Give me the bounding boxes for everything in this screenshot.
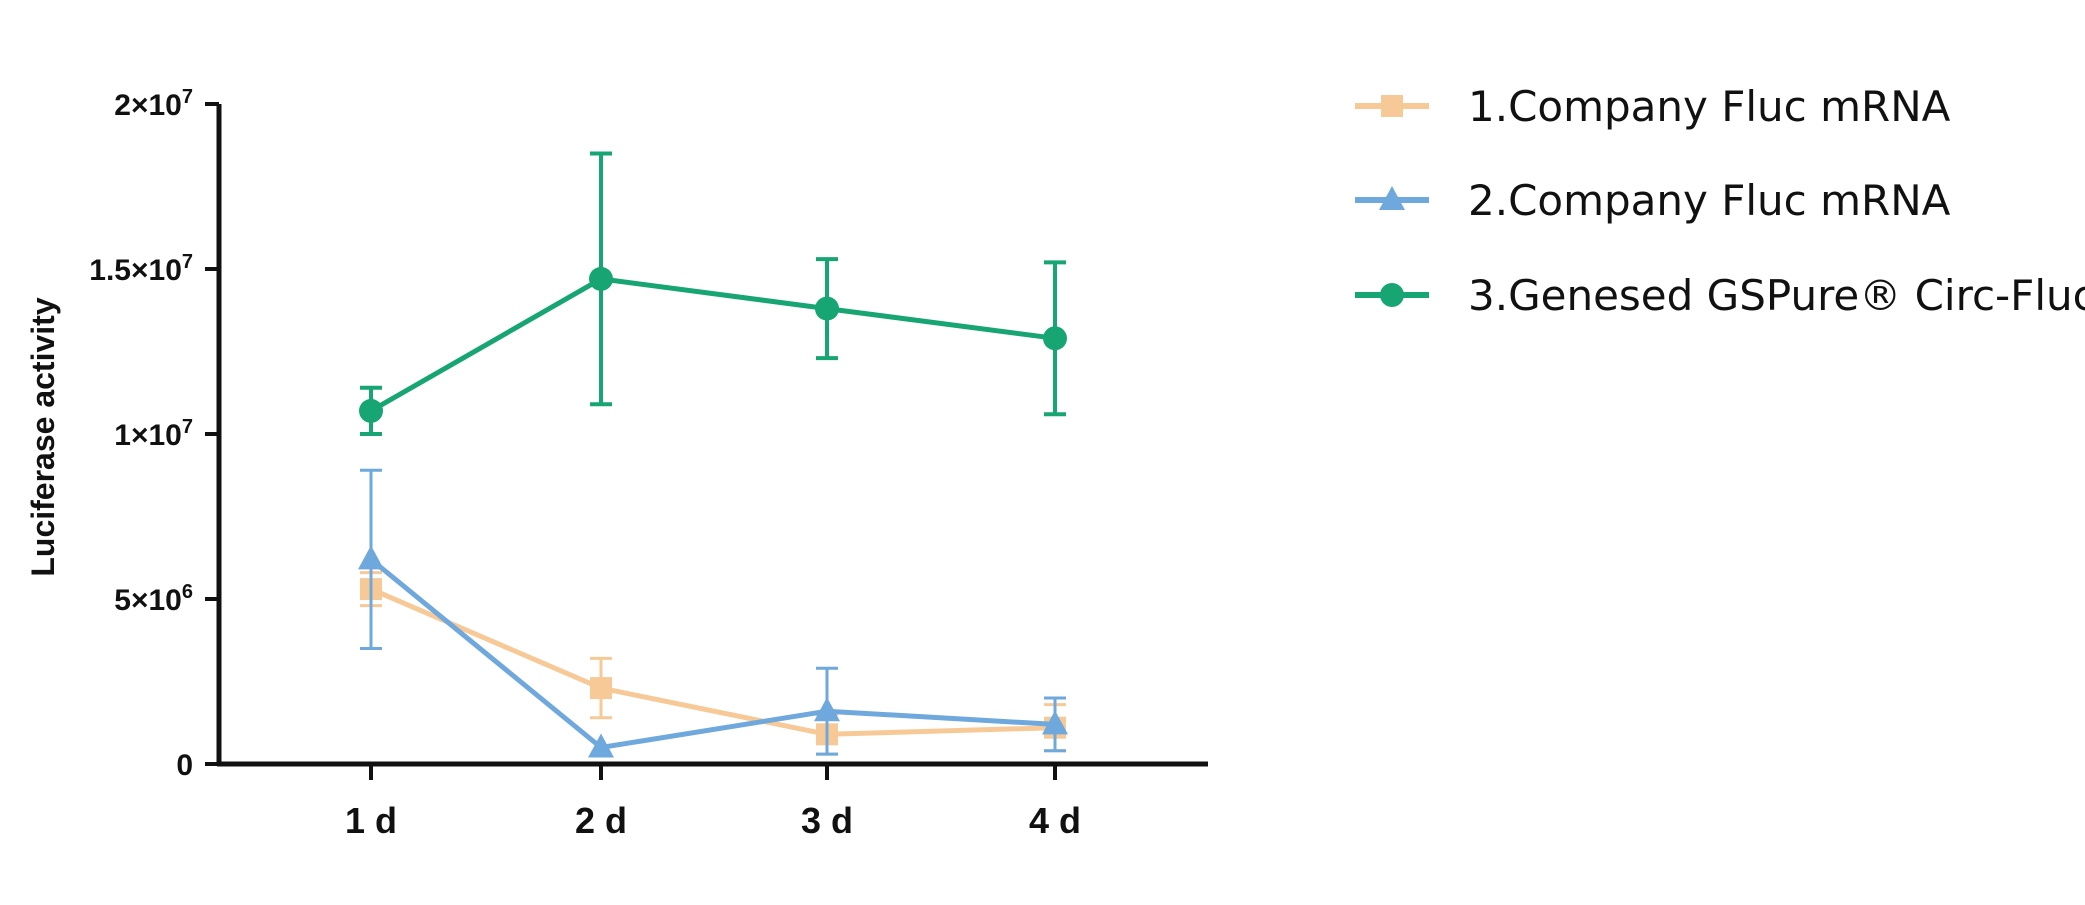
y-tick-mantissa: 2×10 [114, 89, 182, 122]
x-tick-label: 1 d [345, 800, 397, 841]
y-tick-label: 2×107 [114, 86, 193, 122]
data-point [359, 398, 383, 423]
x-tick-label: 4 d [1029, 800, 1081, 841]
y-tick-label: 1.5×107 [89, 251, 193, 287]
y-tick-mantissa: 0 [176, 749, 193, 782]
legend-marker [1381, 95, 1403, 117]
data-point [1042, 710, 1068, 735]
x-tick-label: 3 d [801, 800, 853, 841]
legend-item: 3.Genesed GSPure® Circ-Fluc [1355, 271, 2085, 320]
y-tick-mantissa: 5×10 [114, 584, 182, 617]
legend-marker [1380, 283, 1404, 307]
data-point [590, 677, 612, 700]
x-ticks: 1 d 2 d 3 d 4 d [345, 764, 1081, 841]
legend-label: 1.Company Fluc mRNA [1468, 82, 1951, 131]
y-tick-exponent: 7 [182, 251, 193, 273]
series-1 [360, 571, 1066, 756]
y-tick-label: 5×106 [114, 581, 193, 617]
data-point [589, 266, 613, 291]
legend-item: 2.Company Fluc mRNA [1355, 176, 1951, 225]
series-line [369, 557, 1056, 750]
data-point [815, 296, 839, 321]
legend-marker [1379, 186, 1405, 210]
legend: 1.Company Fluc mRNA 2.Company Fluc mRNA 3.… [1355, 82, 2085, 320]
series-3 [359, 151, 1067, 436]
data-point [814, 697, 840, 722]
series-line [370, 586, 1056, 737]
y-tick-label: 1×107 [114, 416, 193, 452]
legend-label: 2.Company Fluc mRNA [1468, 176, 1951, 225]
y-tick-exponent: 7 [182, 86, 193, 108]
y-tick-exponent: 7 [182, 416, 193, 438]
y-axis-title: Luciferase activity [25, 297, 61, 576]
y-tick-exponent: 6 [182, 581, 193, 603]
data-point [358, 545, 384, 570]
series-2 [358, 468, 1068, 758]
y-tick-label: 0 [176, 749, 193, 782]
data-point [588, 733, 614, 758]
y-tick-mantissa: 1×10 [114, 419, 182, 452]
data-point [1043, 326, 1067, 351]
y-tick-mantissa: 1.5×10 [89, 254, 182, 287]
series-line [369, 276, 1056, 414]
legend-label: 3.Genesed GSPure® Circ-Fluc [1468, 271, 2085, 320]
x-tick-label: 2 d [575, 800, 627, 841]
series-group [358, 151, 1068, 758]
legend-item: 1.Company Fluc mRNA [1355, 82, 1951, 131]
